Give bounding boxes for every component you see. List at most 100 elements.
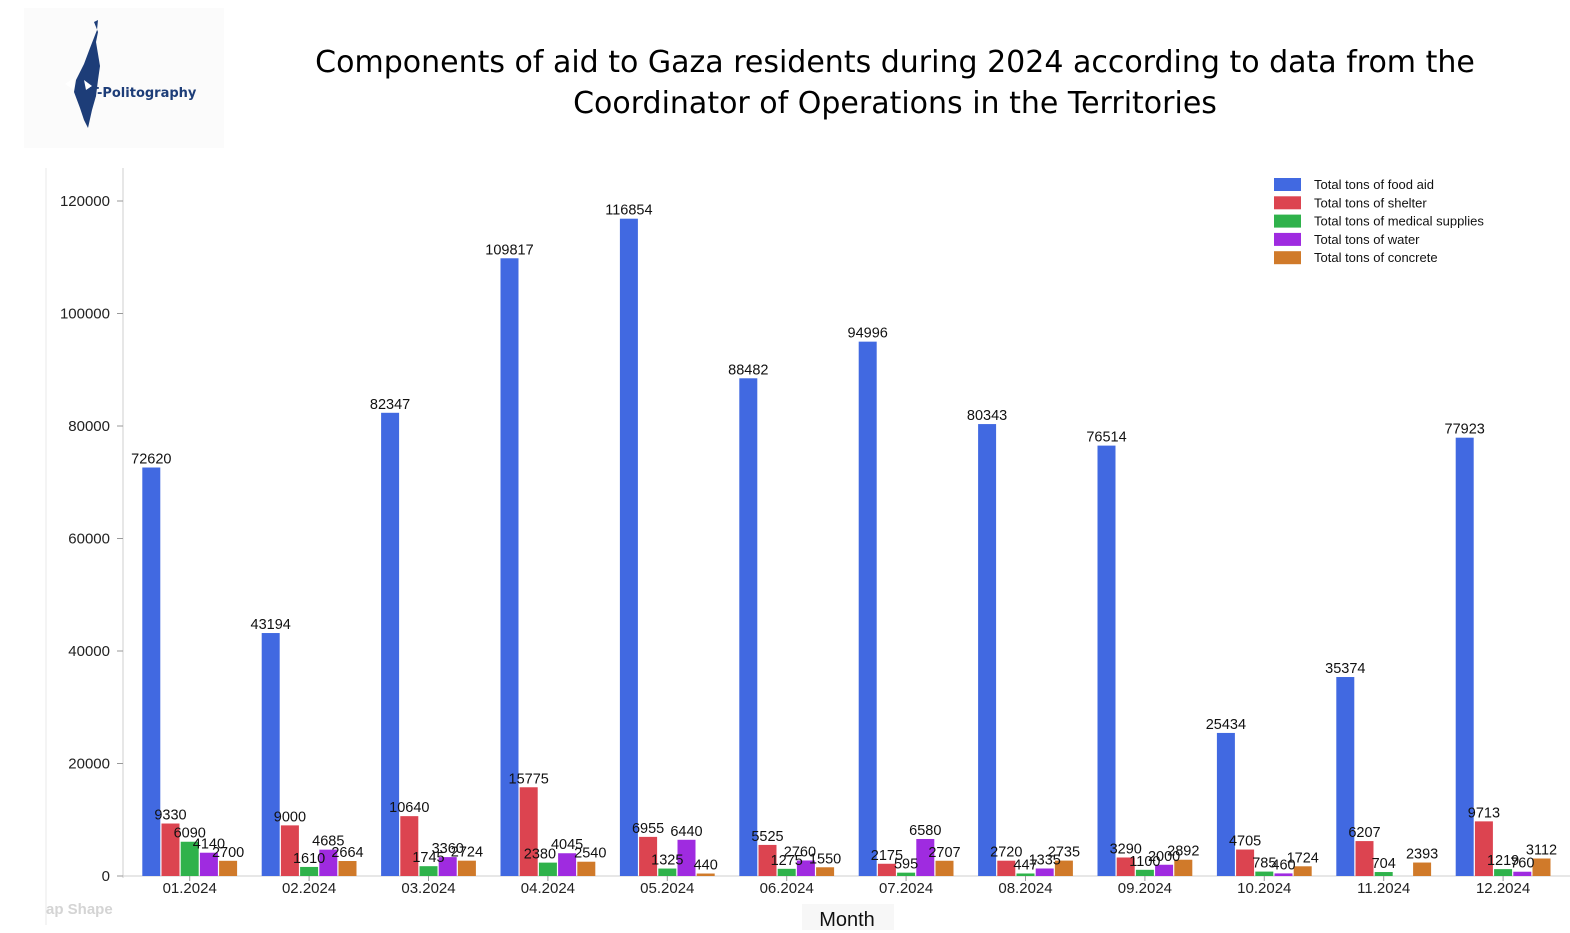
data-label: 82347	[370, 397, 410, 413]
bar	[1155, 864, 1174, 876]
data-label: 1275	[771, 853, 803, 869]
bar	[1174, 859, 1193, 876]
data-label: 4140	[193, 837, 225, 853]
bar	[1336, 677, 1355, 876]
data-label: 6440	[670, 824, 702, 840]
x-tick-label: 04.2024	[521, 880, 575, 897]
data-label: 1610	[293, 851, 325, 867]
data-label: 2724	[451, 845, 483, 861]
data-label: 116854	[605, 203, 652, 219]
data-label: 1724	[1287, 850, 1319, 866]
bar	[978, 424, 997, 876]
bar	[739, 378, 758, 876]
data-label: 2000	[1148, 849, 1180, 865]
data-label: 109817	[485, 242, 533, 258]
israel-map-icon	[65, 20, 100, 128]
bar	[696, 873, 715, 876]
data-label: 760	[1510, 856, 1534, 872]
x-title-bg	[802, 904, 894, 930]
x-tick-label: 09.2024	[1118, 880, 1172, 897]
bar	[619, 218, 638, 877]
bar	[261, 633, 280, 876]
bar	[219, 860, 238, 876]
data-label: 88482	[728, 362, 768, 378]
bar	[1532, 858, 1551, 876]
bar	[1216, 732, 1235, 876]
data-label: 9000	[274, 809, 306, 825]
bar	[400, 816, 419, 876]
data-label: 77923	[1445, 422, 1485, 438]
bar	[419, 866, 438, 876]
data-label: 1325	[651, 853, 683, 869]
x-ticks: 01.2024 02.2024 03.2024 04.2024 05.2024 06.20…	[163, 876, 1530, 897]
legend-label: Total tons of concrete	[1314, 250, 1438, 265]
data-label: 460	[1271, 857, 1295, 873]
logo: T-Politography	[24, 8, 224, 148]
bar	[1054, 860, 1073, 876]
x-tick-label: 02.2024	[282, 880, 336, 897]
bar	[1236, 849, 1255, 876]
data-label: 1100	[1129, 854, 1160, 870]
data-label: 9330	[154, 808, 186, 824]
data-label: 785	[1252, 856, 1276, 872]
data-label: 10640	[389, 800, 429, 816]
bar	[777, 868, 796, 876]
bar	[816, 867, 835, 876]
bar	[1474, 821, 1493, 876]
bar	[1274, 873, 1293, 876]
chart-title: Components of aid to Gaza residents duri…	[315, 45, 1475, 121]
legend-label: Total tons of water	[1314, 232, 1420, 247]
bar	[577, 861, 596, 876]
data-label: 6955	[632, 821, 664, 837]
data-label: 2720	[990, 845, 1022, 861]
data-label: 43194	[251, 617, 291, 633]
data-label: 76514	[1086, 430, 1126, 446]
legend-swatch	[1274, 251, 1301, 265]
bar	[538, 862, 557, 876]
data-label: 2380	[524, 847, 556, 863]
bar	[1494, 869, 1513, 876]
legend: Total tons of food aid Total tons of shel…	[1274, 177, 1484, 265]
bar	[916, 838, 935, 876]
y-tick-label: 120000	[60, 193, 110, 210]
logo-text: T-Politography	[90, 86, 197, 101]
watermark-text: ap Shape	[46, 901, 113, 918]
y-tick-label: 20000	[68, 756, 110, 773]
data-label: 1219	[1487, 853, 1519, 869]
data-label: 2540	[574, 846, 606, 862]
bar	[1116, 857, 1135, 876]
data-label: 2735	[1048, 845, 1080, 861]
plot-frame	[46, 168, 1570, 925]
x-tick-label: 06.2024	[760, 880, 814, 897]
data-label: 2892	[1167, 844, 1199, 860]
bars	[142, 218, 1551, 877]
legend-label: Total tons of food aid	[1314, 177, 1434, 192]
data-label: 1550	[809, 851, 841, 867]
y-tick-label: 60000	[68, 531, 110, 548]
data-label: 1745	[412, 850, 444, 866]
data-label: 5525	[751, 829, 783, 845]
data-label: 4045	[551, 837, 583, 853]
x-tick-label: 03.2024	[401, 880, 455, 897]
bar	[161, 823, 180, 876]
data-label: 9713	[1468, 805, 1500, 821]
x-tick-label: 10.2024	[1237, 880, 1291, 897]
x-tick-label: 07.2024	[879, 880, 933, 897]
bar	[758, 844, 777, 876]
data-label: 4705	[1229, 834, 1261, 850]
bar	[457, 860, 476, 876]
y-tick-label: 100000	[60, 306, 110, 323]
x-tick-label: 08.2024	[998, 880, 1052, 897]
bar	[897, 872, 916, 876]
bar	[639, 836, 658, 876]
data-label: 704	[1372, 856, 1396, 872]
bar	[500, 258, 519, 876]
bar	[338, 861, 357, 876]
bar	[1374, 872, 1393, 876]
legend-label: Total tons of medical supplies	[1314, 214, 1484, 229]
x-tick-label: 12.2024	[1476, 880, 1530, 897]
x-axis-title: Month	[819, 909, 875, 931]
legend-label: Total tons of shelter	[1314, 195, 1427, 210]
